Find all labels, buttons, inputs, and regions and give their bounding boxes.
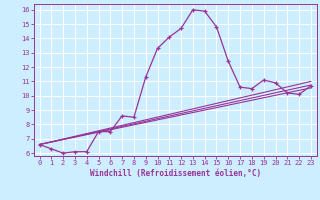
X-axis label: Windchill (Refroidissement éolien,°C): Windchill (Refroidissement éolien,°C) xyxy=(90,169,261,178)
